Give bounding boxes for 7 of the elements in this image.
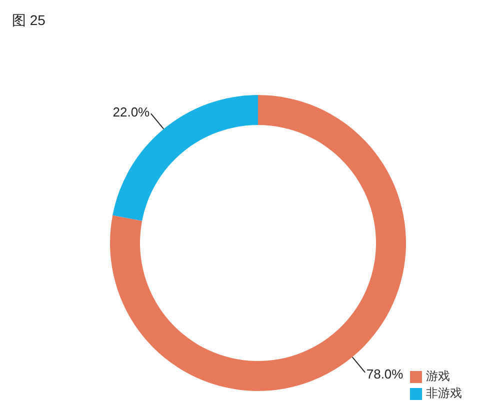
donut-slice	[112, 95, 258, 221]
legend-label: 非游戏	[426, 386, 462, 400]
data-label: 22.0%	[112, 104, 150, 120]
donut-slice	[110, 95, 406, 391]
legend-label: 游戏	[426, 369, 450, 383]
chart-title: 图 25	[12, 12, 46, 30]
data-label: 78.0%	[366, 366, 404, 382]
